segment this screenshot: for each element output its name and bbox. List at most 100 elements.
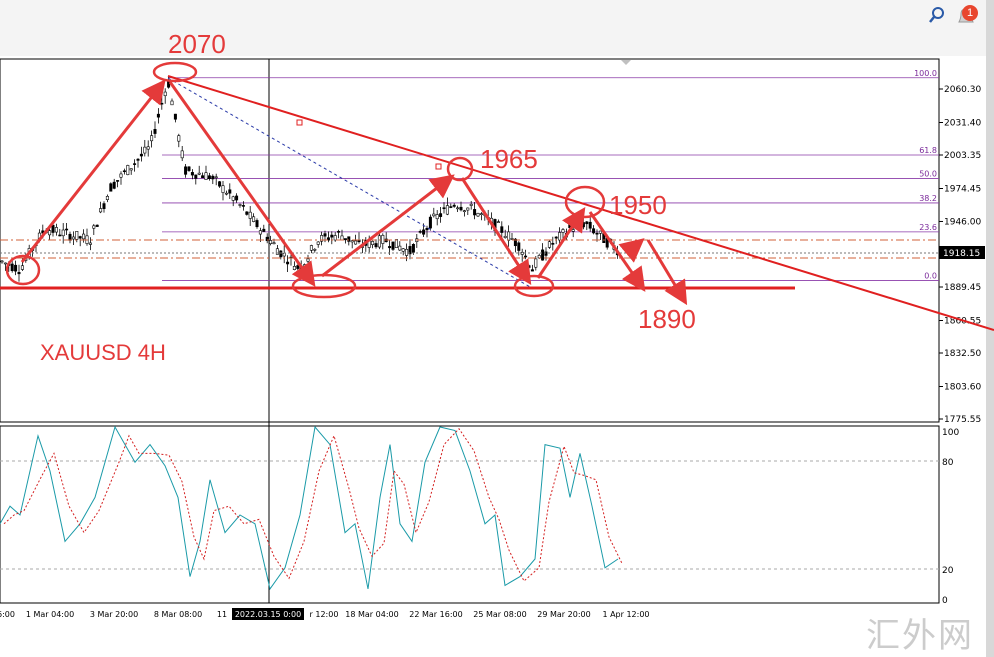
candle-body	[381, 235, 385, 244]
candle-body	[146, 146, 150, 150]
price-label: 1889.45	[944, 283, 981, 293]
price-label: 1803.60	[944, 382, 981, 392]
candle-body	[422, 229, 426, 235]
candle-body	[3, 262, 7, 265]
candle-body	[449, 206, 453, 208]
time-label: 22 Mar 16:00	[409, 610, 462, 619]
time-label: 1 Apr 12:00	[602, 610, 649, 619]
candle-body	[167, 81, 171, 88]
candle-body	[456, 207, 460, 210]
candle-body	[20, 265, 24, 270]
candle-body	[547, 241, 551, 248]
circle-1965	[446, 156, 474, 182]
candle-body	[129, 168, 133, 171]
candle-body	[180, 150, 184, 159]
candle-body	[153, 129, 157, 134]
candle-body	[323, 233, 327, 237]
price-label: 1832.50	[944, 349, 981, 359]
label-1950: 1950	[609, 190, 667, 220]
candle-body	[306, 258, 310, 262]
candle-body	[558, 232, 562, 241]
candle-body	[578, 220, 582, 225]
time-label: 8 Mar 08:00	[154, 610, 202, 619]
candle-body	[476, 213, 480, 217]
stoch-signal-line	[3, 427, 623, 582]
candle-body	[156, 113, 160, 118]
crosshair-time-tag	[232, 608, 304, 620]
candle-body	[286, 261, 290, 265]
candle-body	[340, 235, 344, 241]
candle-body	[527, 265, 531, 268]
current-price-text: 1918.15	[943, 249, 980, 259]
candle-body	[432, 213, 436, 217]
time-label: 1 Mar 04:00	[26, 610, 74, 619]
candle-body	[391, 241, 395, 250]
candle-body	[82, 233, 86, 240]
price-label: 1860.55	[944, 316, 981, 326]
price-scale: 2060.30 2031.40 2003.35 1974.45 1946.00 1889.…	[939, 85, 981, 425]
candle-body	[48, 230, 52, 236]
candle-body	[258, 230, 262, 235]
candle-body	[17, 272, 21, 275]
time-label: 29 Mar 20:00	[537, 610, 590, 619]
time-label: 6:00	[0, 610, 15, 619]
candle-body	[71, 236, 75, 240]
candle-body	[585, 221, 589, 225]
candle-body	[411, 243, 415, 253]
candle-body	[65, 228, 69, 231]
candle-body	[0, 260, 4, 263]
candle-body	[513, 238, 517, 247]
symbol-label: XAUUSD 4H	[40, 340, 166, 365]
candle-body	[173, 113, 177, 120]
circle-high	[152, 61, 198, 83]
stoch-label-0: 0	[942, 596, 948, 606]
candle-body	[255, 220, 259, 228]
candle-body	[163, 91, 167, 97]
candle-body	[245, 211, 249, 215]
price-label: 1946.00	[944, 217, 981, 227]
candle-body	[534, 258, 538, 268]
candle-body	[279, 250, 283, 258]
price-label: 2031.40	[944, 118, 981, 128]
candle-body	[194, 174, 198, 179]
fib-label: 50.0	[919, 170, 937, 179]
candle-body	[78, 236, 82, 239]
chart-area	[0, 56, 994, 657]
candle-body	[530, 269, 534, 272]
candle-body	[350, 240, 354, 243]
shift-marker-icon	[621, 60, 631, 65]
circle-low-2	[513, 274, 555, 298]
candle-body	[503, 235, 507, 238]
search-icon[interactable]	[928, 6, 946, 24]
candle-body	[371, 241, 375, 245]
candle-body	[190, 172, 194, 176]
candle-body	[326, 237, 330, 241]
candle-body	[248, 211, 252, 219]
candle-body	[218, 181, 222, 187]
candle-body	[452, 204, 456, 207]
candle-body	[228, 189, 232, 194]
candle-body	[116, 180, 120, 182]
candle-body	[119, 173, 123, 178]
candle-body	[459, 206, 463, 211]
candle-body	[445, 205, 449, 215]
candle-body	[313, 248, 317, 251]
fib-label: 0.0	[924, 272, 937, 281]
candle-body	[510, 238, 514, 240]
candle-body	[347, 236, 351, 242]
candle-body	[143, 146, 147, 154]
candle-body	[207, 175, 211, 179]
price-label: 1974.45	[944, 184, 981, 194]
candle-body	[231, 196, 235, 201]
fib-diagonal	[167, 77, 533, 289]
candle-body	[133, 163, 137, 165]
time-label: 3 Mar 20:00	[90, 610, 138, 619]
candle-body	[398, 245, 402, 251]
stoch-label-20: 20	[942, 566, 954, 576]
candle-body	[388, 246, 392, 249]
candle-body	[61, 229, 65, 237]
candle-body	[122, 170, 126, 173]
candle-body	[303, 264, 307, 268]
candle-body	[241, 205, 245, 207]
